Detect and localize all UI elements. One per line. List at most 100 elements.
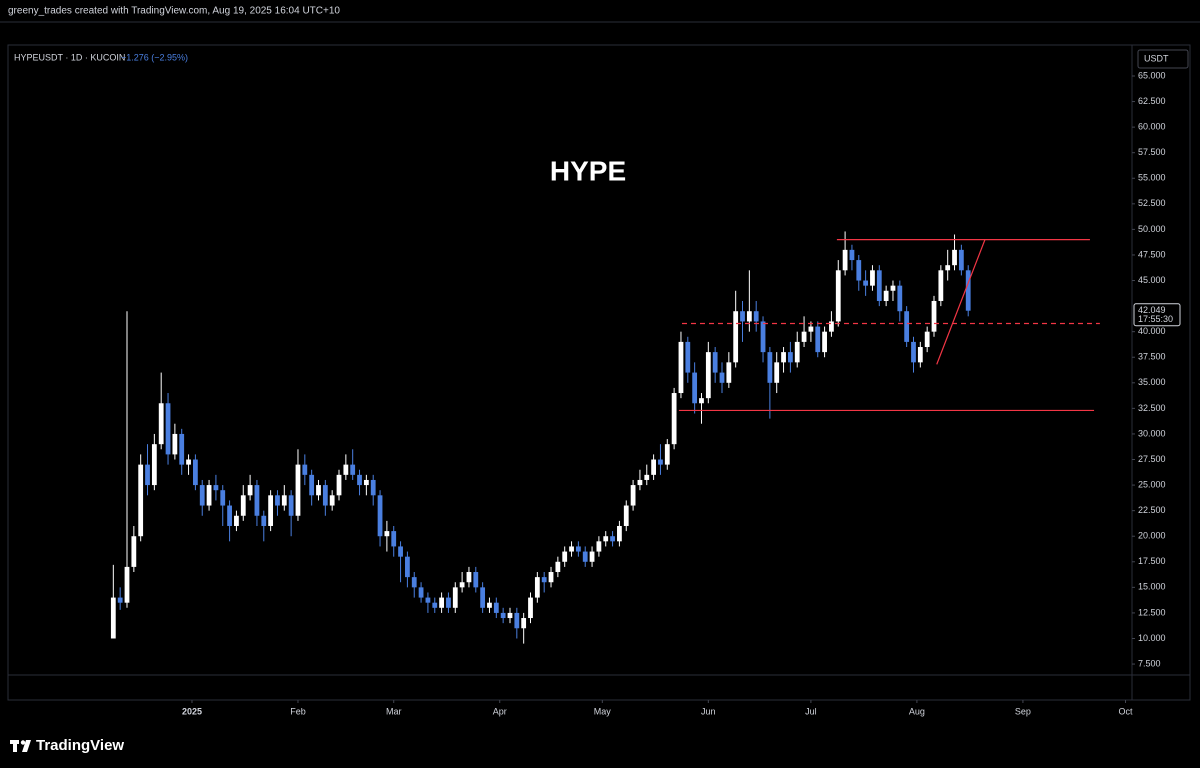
x-tick-label: May xyxy=(594,706,612,716)
candle-body xyxy=(589,551,595,562)
logo-text: TradingView xyxy=(36,737,124,754)
candle-body xyxy=(110,597,116,639)
candle-body xyxy=(405,556,410,578)
candle-body xyxy=(234,515,239,526)
candle-body xyxy=(767,352,773,383)
candle-body xyxy=(842,249,848,271)
candle-body xyxy=(692,372,698,404)
candle-body xyxy=(295,464,301,516)
candle-body xyxy=(835,270,841,322)
logo-icon xyxy=(22,740,31,752)
candle-body xyxy=(411,577,417,588)
candle-body xyxy=(952,249,957,266)
candle-body xyxy=(528,597,533,619)
candle-body xyxy=(712,352,718,373)
x-tick-label: Jun xyxy=(701,706,716,716)
candle-body xyxy=(685,341,691,373)
x-tick-label: Oct xyxy=(1118,706,1133,716)
candle-body xyxy=(192,459,198,486)
y-tick-label: 50.000 xyxy=(1138,224,1166,234)
y-tick-label: 35.000 xyxy=(1138,377,1166,387)
candle-body xyxy=(507,612,513,619)
candle-body xyxy=(151,444,157,486)
candle-body xyxy=(753,311,759,322)
y-tick-label: 65.000 xyxy=(1138,70,1166,80)
candle-body xyxy=(760,321,766,353)
candle-body xyxy=(911,341,916,363)
currency-box[interactable] xyxy=(1137,49,1189,69)
candle-body xyxy=(377,495,383,537)
candle-body xyxy=(487,602,492,608)
candle-body xyxy=(705,352,711,399)
candle-body xyxy=(897,285,903,312)
candle-body xyxy=(644,474,650,480)
x-tick-label: Feb xyxy=(290,706,306,716)
candle-body xyxy=(439,597,444,608)
y-tick-label: 10.000 xyxy=(1138,633,1166,643)
candle-body xyxy=(281,495,287,506)
candle-body xyxy=(158,403,164,445)
plot xyxy=(110,231,971,644)
candle-body xyxy=(370,479,376,496)
candle-body xyxy=(931,300,937,332)
y-tick-label: 57.500 xyxy=(1138,147,1166,157)
candle-body xyxy=(548,572,554,583)
y-tick-label: 32.500 xyxy=(1138,403,1166,413)
candle-body xyxy=(746,311,752,322)
candle-body xyxy=(425,597,431,603)
candle-body xyxy=(541,577,547,583)
candle-body xyxy=(815,326,821,353)
x-tick-label: Apr xyxy=(493,706,507,716)
candle-body xyxy=(617,525,622,542)
candle-body xyxy=(322,485,328,506)
y-tick-label: 22.500 xyxy=(1138,505,1166,515)
candle-body xyxy=(740,311,745,322)
price-tag xyxy=(1133,303,1181,327)
candle-body xyxy=(534,577,540,598)
candle-body xyxy=(398,546,403,557)
candle-body xyxy=(719,372,725,383)
candle-body xyxy=(945,265,951,271)
candle-body xyxy=(165,403,171,455)
candle-body xyxy=(172,433,178,455)
candle-body xyxy=(965,270,971,311)
candle-body xyxy=(336,474,342,496)
candle-body xyxy=(678,341,684,394)
candle-body xyxy=(822,331,827,353)
x-tick-label: Sep xyxy=(1015,706,1031,716)
candle-body xyxy=(582,551,588,562)
candle-body xyxy=(363,479,369,486)
candle-body xyxy=(500,612,506,619)
candle-body xyxy=(480,587,486,608)
logo-icon xyxy=(13,740,17,752)
candle-body xyxy=(514,612,520,629)
candle-body xyxy=(220,490,226,506)
candle-body xyxy=(459,582,465,588)
y-tick-label: 12.500 xyxy=(1138,607,1166,617)
change: −1.276 (−2.95%) xyxy=(121,52,188,62)
candle-body xyxy=(418,587,424,598)
candle-body xyxy=(302,464,308,475)
candle-body xyxy=(787,352,793,363)
candle-body xyxy=(138,464,144,537)
candle-body xyxy=(432,602,438,608)
y-tick-label: 55.000 xyxy=(1138,173,1166,183)
candle-body xyxy=(199,485,205,506)
y-tick-label: 7.500 xyxy=(1138,658,1161,668)
candle-body xyxy=(671,393,677,445)
chart-frame xyxy=(7,44,1191,701)
candle-body xyxy=(863,280,869,286)
candle-body xyxy=(452,587,458,608)
y-tick-label: 40.000 xyxy=(1138,326,1166,336)
candle-body xyxy=(781,352,786,363)
candle-body xyxy=(630,485,636,506)
candle-body xyxy=(849,249,855,261)
candle-body xyxy=(247,485,253,496)
candle-body xyxy=(883,290,889,301)
candle-body xyxy=(924,331,930,348)
candle-body xyxy=(240,495,246,516)
x-tick-label: Jul xyxy=(805,706,817,716)
candle-body xyxy=(808,326,814,332)
candle-body xyxy=(938,270,944,301)
candle-body xyxy=(658,459,663,465)
